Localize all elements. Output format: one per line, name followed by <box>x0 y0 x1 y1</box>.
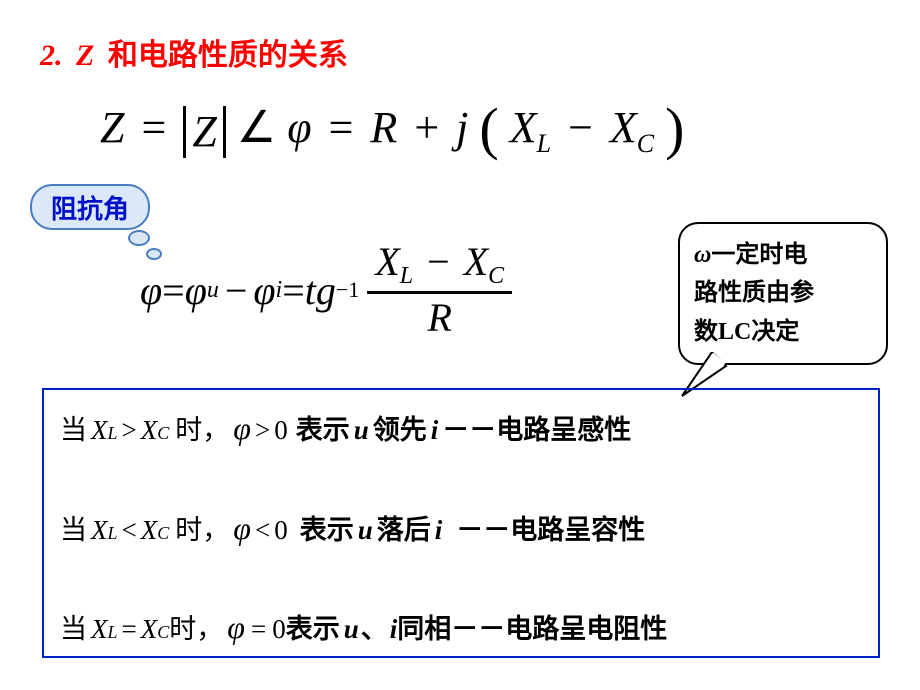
condition-row-resistive: 当 XL = XC 时， φ = 0 表示 u 、 i 同相－－ 电路呈电阻性 <box>60 607 862 646</box>
condition-row-capacitive: 当 XL < XC 时， φ < 0 表示 u 落后 i －－ 电路呈容性 <box>60 508 862 547</box>
cloud-label: 阻抗角 <box>30 184 150 230</box>
rparen: ) <box>665 96 684 161</box>
impedance-equation: Z = Z ∠ φ = R + j ( XL − XC ) <box>100 95 684 162</box>
note-line2: 路性质由参 <box>694 274 872 312</box>
fraction: XL − XC R <box>367 240 512 340</box>
minus: − <box>225 267 248 314</box>
sub-C: C <box>637 129 654 158</box>
var-R: R <box>370 103 397 152</box>
fraction-line <box>367 291 512 294</box>
conditions-box: 当 XL > XC 时， φ > 0 表示 u 领先 i －－ 电路呈感性 当 … <box>42 388 880 658</box>
var-XL: X <box>510 103 537 152</box>
angle-sym: ∠ <box>237 103 276 152</box>
condition-row-inductive: 当 XL > XC 时， φ > 0 表示 u 领先 i －－ 电路呈感性 <box>60 408 862 447</box>
abs-Z: Z <box>183 106 225 158</box>
phase-angle-equation: φ = φu − φi = tg−1 XL − XC R <box>140 240 512 340</box>
phi-u: φ <box>185 267 207 314</box>
plus: + <box>414 103 439 152</box>
phi: φ <box>140 267 162 314</box>
phi: φ <box>287 103 311 152</box>
title-variable-Z: Z <box>76 39 94 72</box>
title-text: 和电路性质的关系 <box>108 39 348 72</box>
equals: = <box>141 103 166 152</box>
note-line3: 数LC决定 <box>694 313 872 351</box>
var-j: j <box>456 103 468 152</box>
equals2: = <box>329 103 354 152</box>
var-Z: Z <box>100 103 124 152</box>
sub-u: u <box>207 277 219 304</box>
section-title: 2. Z 和电路性质的关系 <box>40 30 348 74</box>
impedance-angle-callout: 阻抗角 <box>30 184 150 230</box>
eq: = <box>162 267 185 314</box>
eq2: = <box>282 267 305 314</box>
tg: tg <box>305 267 336 314</box>
numerator: XL − XC <box>367 240 512 289</box>
omega-note-box: ω一定时电 路性质由参 数LC决定 <box>678 222 888 365</box>
omega-sym: ω <box>694 242 711 268</box>
title-number: 2. <box>40 39 63 72</box>
var-XC: X <box>610 103 637 152</box>
sub-i: i <box>276 277 283 304</box>
denominator: R <box>420 296 460 340</box>
lparen: ( <box>479 96 498 161</box>
phi-i: φ <box>253 267 275 314</box>
sup-neg1: −1 <box>336 277 359 303</box>
note-line1: ω一定时电 <box>694 236 872 274</box>
minus: − <box>568 103 593 152</box>
sub-L: L <box>537 129 551 158</box>
